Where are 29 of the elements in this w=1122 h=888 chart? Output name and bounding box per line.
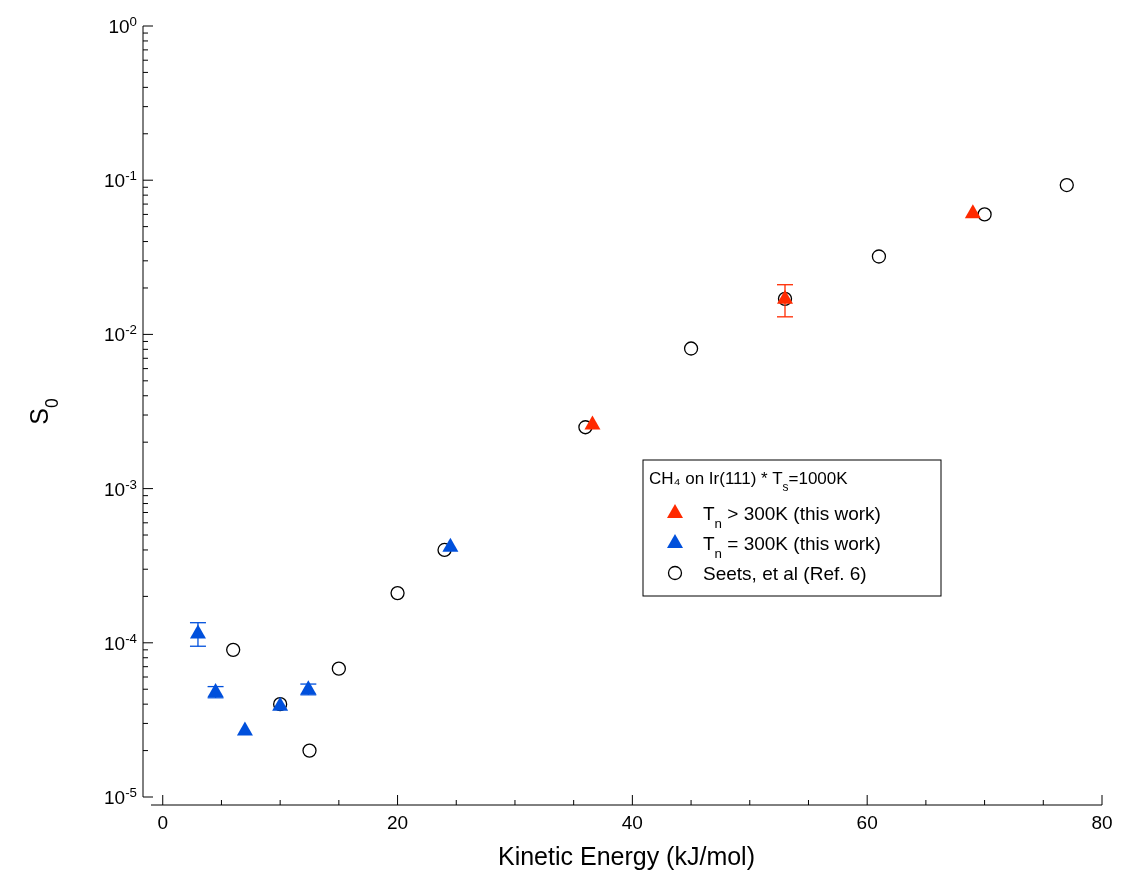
point [964,204,981,219]
point [302,743,317,758]
y-tick-label: 10$^{-5}$ [104,784,137,808]
x-tick-label: 80 [1091,812,1113,833]
legend-title: CH₄ on Ir(111) * T$_{s}$=1000K [649,469,849,494]
point [584,415,601,430]
point [189,624,206,639]
y-tick-label: 10$^{-3}$ [104,476,137,500]
x-tick-label: 40 [621,812,643,833]
point [331,661,346,676]
point [226,642,241,658]
point [390,585,405,601]
point [442,537,459,552]
y-tick-label: 10$^{-2}$ [104,321,137,346]
legend-label: T$_{n}$ = 300K (this work) [703,533,881,561]
x-tick-label: 0 [157,812,169,833]
point [1059,177,1074,193]
y-tick-label: 10$^{-1}$ [104,167,137,192]
x-tick-label: 60 [856,812,878,833]
point [683,341,699,356]
y-tick-label: 10$^{-4}$ [104,630,137,654]
legend-label: Seets, et al (Ref. 6) [703,563,867,584]
point [236,721,253,736]
point [977,207,992,222]
point [871,249,887,264]
x-axis-title: Kinetic Energy (kJ/mol) [497,842,756,870]
legend-label: T$_{n}$ > 300K (this work) [703,503,881,531]
y-tick-label: 10$^{0}$ [108,13,137,37]
x-tick-label: 20 [386,812,409,833]
